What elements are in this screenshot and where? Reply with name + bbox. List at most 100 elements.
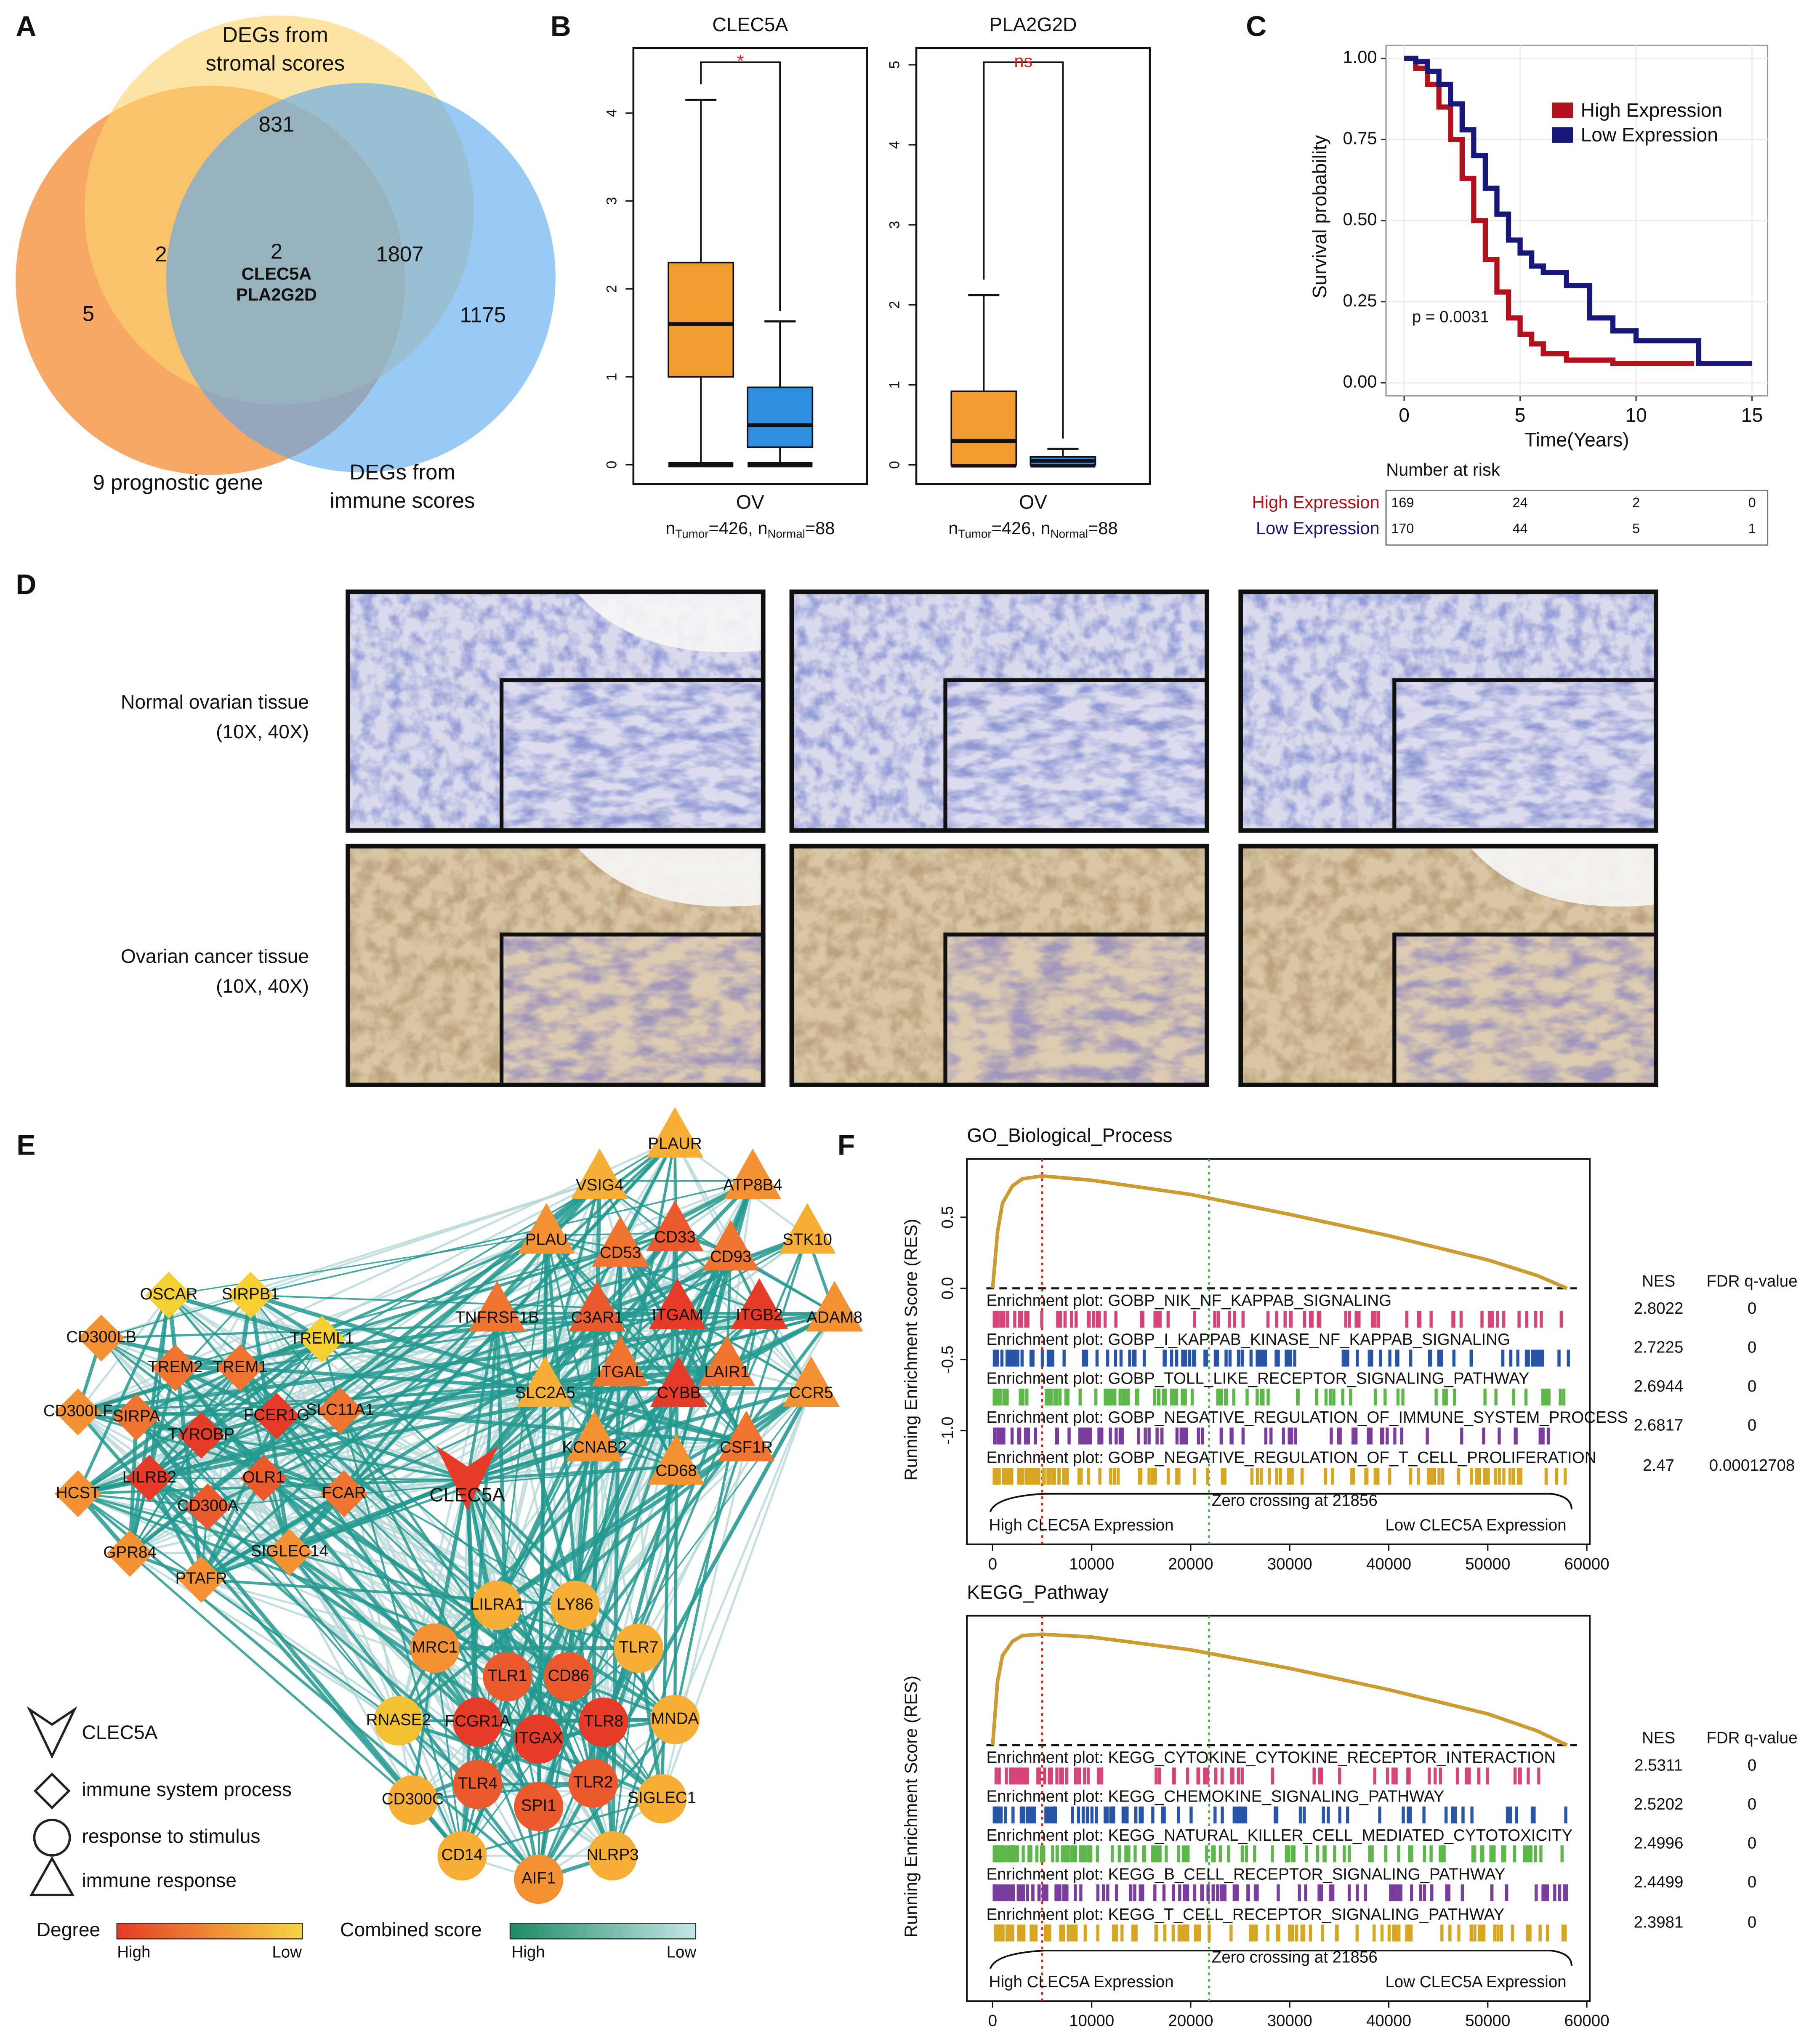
hit-bar bbox=[1338, 1767, 1341, 1785]
node-label: PLAU bbox=[525, 1231, 568, 1249]
hit-bar bbox=[1378, 1349, 1382, 1367]
x-tick-label: 0 bbox=[1399, 404, 1410, 426]
hit-bar bbox=[1303, 1806, 1306, 1823]
fdr-value: 0.00012708 bbox=[1709, 1456, 1795, 1474]
hit-bar bbox=[1400, 1427, 1404, 1445]
micrograph-inset-texture bbox=[1394, 680, 1656, 831]
hit-bar bbox=[1312, 1767, 1316, 1785]
hit-bar bbox=[1266, 1924, 1270, 1942]
hit-bar bbox=[1490, 1311, 1494, 1328]
significance-bracket bbox=[700, 61, 781, 311]
fdr-value: 0 bbox=[1748, 1913, 1756, 1931]
hit-bar bbox=[1322, 1806, 1325, 1823]
hit-bar bbox=[1096, 1311, 1099, 1328]
hit-bar bbox=[1509, 1349, 1513, 1367]
hit-bar bbox=[1525, 1311, 1529, 1328]
hit-bar bbox=[1350, 1468, 1354, 1485]
network-node bbox=[453, 1759, 503, 1809]
network-node bbox=[588, 1831, 638, 1881]
hit-bar bbox=[999, 1806, 1003, 1823]
hit-bar bbox=[1259, 1468, 1263, 1485]
hit-bar bbox=[1560, 1845, 1564, 1863]
hit-bar bbox=[1418, 1311, 1422, 1328]
rank-end-label: Low CLEC5A Expression bbox=[1385, 1973, 1566, 1991]
hit-bar bbox=[1008, 1924, 1012, 1942]
p-value: p = 0.0031 bbox=[1412, 308, 1489, 326]
hit-bar bbox=[1233, 1311, 1237, 1328]
x-tick-label: 50000 bbox=[1465, 1555, 1510, 1573]
hit-bar bbox=[1008, 1845, 1012, 1863]
network-node bbox=[374, 1696, 423, 1746]
hit-bar bbox=[1096, 1924, 1100, 1942]
hit-bar bbox=[1470, 1468, 1473, 1485]
hit-bar bbox=[1356, 1349, 1359, 1367]
hit-bar bbox=[1224, 1349, 1228, 1367]
hit-bar bbox=[1555, 1468, 1559, 1485]
hit-bar bbox=[1254, 1924, 1258, 1942]
edge bbox=[496, 1605, 540, 1807]
node-label: CD300LF bbox=[43, 1402, 113, 1420]
hit-bar bbox=[1014, 1845, 1017, 1863]
x-tick-label: 40000 bbox=[1366, 2012, 1411, 2030]
micrograph-inset-texture bbox=[501, 934, 764, 1085]
hit-bar bbox=[1364, 1884, 1367, 1901]
hit-bar bbox=[1043, 1767, 1046, 1785]
edge bbox=[543, 1180, 601, 1389]
hit-bar bbox=[1354, 1427, 1358, 1445]
hit-bar bbox=[1447, 1884, 1451, 1901]
hit-bar bbox=[1232, 1884, 1236, 1901]
hit-bar bbox=[1377, 1311, 1380, 1328]
hit-bar bbox=[1006, 1388, 1009, 1406]
fdr-value: 0 bbox=[1748, 1834, 1756, 1852]
legend-label: response to stimulus bbox=[82, 1825, 261, 1847]
hit-bar bbox=[1237, 1806, 1241, 1823]
network-node bbox=[550, 1581, 600, 1630]
hit-bar bbox=[1292, 1845, 1296, 1863]
node-label: ITGAL bbox=[597, 1363, 644, 1381]
hit-bar bbox=[1264, 1349, 1267, 1367]
hit-bar bbox=[1429, 1845, 1433, 1863]
hit-bar bbox=[996, 1884, 1000, 1901]
hit-bar bbox=[1206, 1884, 1210, 1901]
hit-bar bbox=[1501, 1349, 1505, 1367]
hit-bar bbox=[1114, 1349, 1117, 1367]
hit-bar bbox=[1056, 1311, 1060, 1328]
node-label: GPR84 bbox=[103, 1544, 156, 1562]
hit-bar bbox=[1480, 1845, 1484, 1863]
hit-bar bbox=[994, 1388, 998, 1406]
edge bbox=[250, 1180, 753, 1296]
hit-bar bbox=[1221, 1806, 1224, 1823]
hit-bar bbox=[1011, 1884, 1015, 1901]
hit-bar bbox=[1033, 1806, 1036, 1823]
hit-bar bbox=[1232, 1388, 1236, 1406]
edge bbox=[434, 1648, 463, 1856]
network-node bbox=[724, 1148, 782, 1199]
hit-bar bbox=[1327, 1806, 1330, 1823]
hit-bar bbox=[1075, 1924, 1078, 1942]
hit-bar bbox=[1302, 1924, 1306, 1942]
hit-bar bbox=[1534, 1845, 1537, 1863]
node-label: OSCAR bbox=[140, 1285, 198, 1303]
hit-bar bbox=[1512, 1388, 1515, 1406]
hit-bar bbox=[1544, 1388, 1548, 1406]
hit-bar bbox=[1098, 1468, 1101, 1485]
hit-bar bbox=[1329, 1388, 1333, 1406]
hit-bar bbox=[1153, 1311, 1157, 1328]
hit-bar bbox=[1391, 1767, 1395, 1785]
hit-bar bbox=[1152, 1845, 1156, 1863]
hit-bar bbox=[1562, 1388, 1566, 1406]
hit-bar bbox=[1287, 1349, 1290, 1367]
hit-bar bbox=[1022, 1884, 1025, 1901]
gene-set-name: Enrichment plot: KEGG_CHEMOKINE_SIGNALIN… bbox=[986, 1787, 1444, 1805]
hit-bar bbox=[1316, 1845, 1320, 1863]
edge bbox=[239, 1180, 600, 1369]
es-curve bbox=[991, 1174, 1568, 1290]
hit-bar bbox=[1175, 1468, 1179, 1485]
hit-bar bbox=[1300, 1468, 1304, 1485]
edge bbox=[496, 1443, 596, 1606]
hit-bar bbox=[1537, 1349, 1541, 1367]
hit-bar bbox=[1025, 1427, 1029, 1445]
node-label: CD300A bbox=[177, 1497, 239, 1515]
hit-bar bbox=[1502, 1311, 1506, 1328]
hit-bar bbox=[1053, 1468, 1056, 1485]
